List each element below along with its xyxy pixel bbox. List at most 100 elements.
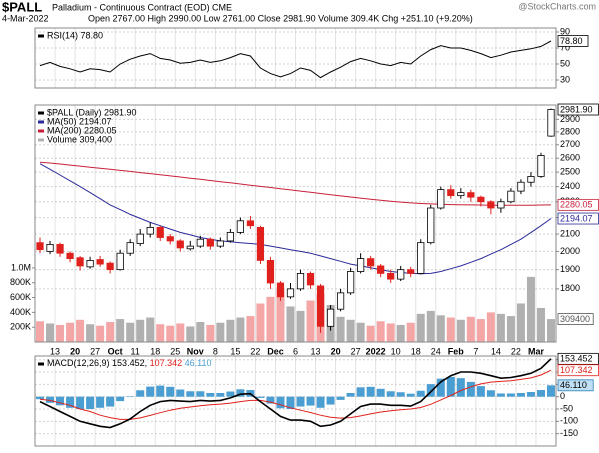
volume-bar <box>76 319 85 342</box>
histogram-bar <box>446 376 455 397</box>
histogram-bar <box>106 396 115 407</box>
candle-body <box>547 109 555 137</box>
volume-bar <box>226 319 235 342</box>
candle-body <box>336 292 345 310</box>
candle-body <box>367 258 375 267</box>
end-value-label: 2981.90 <box>560 104 593 114</box>
candle-body <box>236 220 245 233</box>
rsi-frame <box>34 27 557 89</box>
series-line <box>39 161 552 206</box>
end-value-label: 309400 <box>560 314 590 324</box>
histogram-bar <box>436 378 445 397</box>
histogram-bar <box>426 384 435 397</box>
candle-body <box>407 269 415 274</box>
x-tick-label: 18 <box>150 346 160 356</box>
histogram-bar <box>296 396 305 407</box>
candle-body <box>437 189 445 209</box>
x-tick-label: 20 <box>70 346 80 356</box>
histogram-bar <box>36 396 45 400</box>
histogram-bar <box>356 387 365 397</box>
volume-bar <box>306 300 315 342</box>
histogram-bar <box>136 390 145 397</box>
candle-body <box>427 207 435 244</box>
volume-bar <box>436 315 445 342</box>
x-tick-label: 18 <box>411 346 421 356</box>
histogram-bar <box>376 388 385 397</box>
histogram-bar <box>266 396 275 404</box>
y-tick-label: 2900 <box>560 114 580 124</box>
candle-body <box>256 226 265 261</box>
description: Palladium - Continuous Contract (EOD) CM… <box>52 2 232 12</box>
volume-bar <box>146 317 155 342</box>
histogram-bar <box>316 396 325 408</box>
end-value-box <box>557 364 599 377</box>
histogram-bar <box>416 390 425 397</box>
y-tick-label: 1900 <box>560 264 580 274</box>
candle-body <box>166 236 174 242</box>
x-tick-label: 24 <box>431 346 441 356</box>
histogram-bar <box>256 396 265 398</box>
legend-part: 107.342 <box>150 358 183 368</box>
histogram-bar <box>56 396 65 406</box>
volume-bar <box>206 324 215 342</box>
histogram-bar <box>216 392 225 397</box>
x-tick-label: 7 <box>473 346 478 356</box>
histogram-bar <box>496 393 505 397</box>
candle-body <box>417 242 425 274</box>
watermark: @StockCharts.com <box>518 1 596 11</box>
x-tick-label: 13 <box>311 346 321 356</box>
histogram-bar <box>396 392 405 397</box>
series-line <box>39 163 552 275</box>
candle-body <box>477 196 485 203</box>
y-tick-label: 2700 <box>560 139 580 149</box>
y-tick-label: 1800 <box>560 283 580 293</box>
volume-bar <box>136 319 145 342</box>
legend-swatch <box>38 120 44 124</box>
histogram-bar <box>306 396 315 406</box>
volume-bar <box>336 316 345 342</box>
candle-body <box>387 273 395 280</box>
volume-tick-label: 600K <box>10 292 31 302</box>
histogram-bar <box>546 385 555 397</box>
histogram-bar <box>526 392 535 397</box>
volume-bar <box>116 319 125 342</box>
histogram-bar <box>86 396 95 410</box>
x-tick-label: 13 <box>50 346 60 356</box>
volume-bar <box>416 313 425 342</box>
y-tick-label: 30 <box>560 74 570 84</box>
candle-body <box>186 245 194 250</box>
histogram-bar <box>226 391 235 397</box>
legend-swatch <box>38 34 44 38</box>
y-tick-label: -150 <box>560 428 578 438</box>
end-value-label: 46.110 <box>560 380 587 390</box>
x-tick-label: Oct <box>108 346 123 356</box>
end-value-label: 107.342 <box>560 365 593 375</box>
histogram-bar <box>156 385 165 397</box>
candle-body <box>457 192 465 197</box>
candle-body <box>447 189 455 197</box>
candle-body <box>156 226 164 238</box>
candle-body <box>246 220 255 227</box>
volume-bar <box>66 322 75 342</box>
x-tick-label: 20 <box>331 346 341 356</box>
y-tick-label: -50 <box>560 403 573 413</box>
histogram-bar <box>466 381 475 397</box>
legend-label: $PALL (Daily) 2981.90 <box>47 107 137 117</box>
end-value-box <box>557 379 594 392</box>
y-tick-label: 2800 <box>560 126 580 136</box>
candle-body <box>266 260 275 284</box>
series-line <box>39 358 552 429</box>
x-tick-label: 27 <box>90 346 100 356</box>
candle-body <box>76 257 84 267</box>
volume-bar <box>246 316 255 342</box>
y-tick-label: 2400 <box>560 181 580 191</box>
histogram-bar <box>336 396 345 400</box>
volume-bar <box>286 306 295 342</box>
x-tick-label: 6 <box>293 346 298 356</box>
candle-body <box>397 269 405 280</box>
volume-bar <box>386 323 395 342</box>
legend-swatch <box>38 111 44 115</box>
candle-body <box>176 240 184 249</box>
x-tick-label: Nov <box>187 346 204 356</box>
